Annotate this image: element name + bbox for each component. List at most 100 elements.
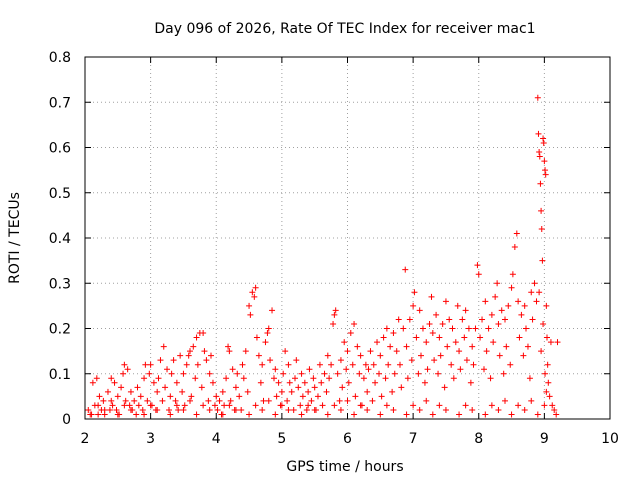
data-point	[377, 352, 384, 359]
data-point	[442, 406, 449, 413]
data-point	[553, 411, 560, 418]
data-point	[540, 139, 547, 146]
data-point	[106, 406, 113, 413]
data-point	[144, 397, 151, 404]
data-point	[535, 130, 542, 137]
data-point	[442, 298, 449, 305]
data-point	[159, 397, 166, 404]
data-point	[360, 375, 367, 382]
data-point	[495, 406, 502, 413]
data-point	[334, 370, 341, 377]
data-point	[383, 325, 390, 332]
y-tick-label: 0.1	[49, 367, 71, 383]
data-point	[474, 262, 481, 269]
data-point	[183, 361, 190, 368]
data-point	[462, 402, 469, 409]
data-point	[285, 406, 292, 413]
data-point	[162, 384, 169, 391]
data-point	[426, 320, 433, 327]
data-point	[472, 325, 479, 332]
data-point	[187, 397, 193, 404]
data-point	[454, 302, 461, 309]
data-point	[232, 384, 239, 391]
data-point	[146, 370, 153, 377]
data-point	[226, 402, 233, 409]
data-point	[508, 411, 515, 418]
data-point	[526, 375, 533, 382]
data-point	[139, 406, 146, 413]
data-point	[344, 348, 351, 355]
data-point	[444, 343, 451, 350]
data-point	[141, 411, 148, 418]
data-point	[308, 397, 315, 404]
y-axis-label: ROTI / TECUs	[7, 192, 23, 284]
data-point	[488, 402, 495, 409]
data-point	[280, 370, 287, 377]
data-point	[328, 361, 335, 368]
y-tick-label: 0.2	[49, 322, 71, 338]
data-point	[179, 388, 186, 395]
data-point	[347, 330, 354, 337]
data-point	[255, 352, 262, 359]
data-point	[536, 289, 543, 296]
data-point	[542, 167, 549, 174]
data-point	[502, 316, 508, 323]
data-point	[536, 149, 543, 156]
data-point	[249, 289, 256, 296]
data-point	[521, 302, 528, 309]
data-point	[324, 352, 331, 359]
data-point	[185, 352, 192, 359]
data-point	[390, 406, 397, 413]
data-point	[331, 311, 338, 318]
data-point	[203, 357, 210, 364]
data-point	[111, 379, 118, 386]
data-point	[319, 402, 326, 409]
data-point	[357, 402, 364, 409]
data-point	[385, 361, 392, 368]
data-point	[390, 330, 397, 337]
data-point	[211, 402, 218, 409]
x-tick-label: 10	[601, 431, 619, 447]
data-point	[260, 397, 267, 404]
data-point	[168, 370, 175, 377]
data-point	[122, 397, 129, 404]
data-point	[267, 357, 274, 364]
data-point	[318, 379, 325, 386]
data-point	[437, 352, 444, 359]
data-point	[429, 411, 436, 418]
data-point	[295, 384, 302, 391]
data-point	[259, 406, 266, 413]
data-point	[450, 375, 457, 382]
data-point	[311, 406, 318, 413]
data-point	[89, 379, 96, 386]
data-point	[508, 284, 515, 291]
data-point	[104, 388, 111, 395]
data-point	[362, 361, 369, 368]
data-point	[351, 411, 358, 418]
data-point	[397, 361, 403, 368]
data-point	[418, 352, 424, 359]
data-point	[545, 379, 552, 386]
chart-title: Day 096 of 2026, Rate Of TEC Index for r…	[154, 21, 535, 37]
data-point	[290, 406, 297, 413]
data-point	[227, 397, 234, 404]
data-point	[135, 402, 142, 409]
data-point	[166, 406, 172, 413]
data-point	[298, 370, 305, 377]
data-point	[479, 316, 486, 323]
data-point	[326, 375, 333, 382]
data-point	[431, 357, 438, 364]
x-tick-labels: 2 3 4 5 6 7 8 9 10	[81, 431, 619, 447]
data-point	[246, 302, 253, 309]
data-point	[219, 411, 226, 418]
data-point	[251, 293, 258, 300]
data-point	[393, 348, 400, 355]
data-point	[331, 402, 338, 409]
data-point	[441, 384, 448, 391]
data-point	[214, 406, 221, 413]
data-point	[469, 343, 476, 350]
data-point	[537, 180, 544, 187]
data-point	[446, 316, 453, 323]
data-point	[164, 366, 171, 373]
